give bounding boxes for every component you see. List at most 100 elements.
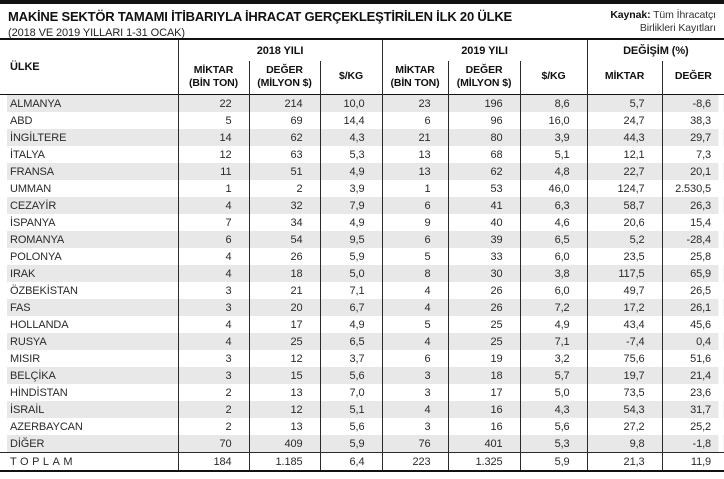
value-cell: 18 xyxy=(248,265,320,282)
country-cell: TOPLAM xyxy=(10,455,77,468)
value-cell: 4 xyxy=(177,197,249,214)
value-cell: 1 xyxy=(381,180,449,197)
value-cell: 63 xyxy=(248,146,320,163)
value-cell: 5,1 xyxy=(319,401,383,418)
value-cell: 21,3 xyxy=(586,452,663,471)
value-cell: 8,6 xyxy=(519,94,588,112)
value-cell: 3 xyxy=(381,418,449,435)
country-cell: FAS xyxy=(0,299,178,316)
country-cell: AZERBAYCAN xyxy=(10,420,83,433)
value-cell: 6 xyxy=(381,231,449,248)
source-text: Tüm İhracatçı Birlikleri Kayıtları xyxy=(639,9,716,35)
value-cell: 117,5 xyxy=(586,265,663,282)
value-cell: 51,6 xyxy=(661,350,724,367)
value-cell: 3 xyxy=(381,367,449,384)
value-cell: 214 xyxy=(248,94,320,112)
value-cell: 5,0 xyxy=(519,384,588,401)
value-cell: 5,6 xyxy=(319,367,383,384)
value-cell: 41 xyxy=(447,197,521,214)
value-cell: 4 xyxy=(381,282,449,299)
value-cell: 21 xyxy=(248,282,320,299)
country-cell: İSPANYA xyxy=(10,216,56,229)
value-cell: 5,7 xyxy=(586,94,663,112)
value-cell: 4,3 xyxy=(519,401,588,418)
country-cell: İSRAİL xyxy=(0,401,178,418)
country-cell: ABD xyxy=(10,114,33,127)
value-cell: 7,1 xyxy=(319,282,383,299)
value-cell: 14 xyxy=(177,129,249,146)
value-cell: 6 xyxy=(381,197,449,214)
value-cell: 23 xyxy=(381,94,449,112)
value-cell: 4,9 xyxy=(319,214,383,231)
value-cell: 23,6 xyxy=(661,384,724,401)
group-header-change: DEĞİŞİM (%) xyxy=(586,40,724,61)
value-cell: 54,3 xyxy=(586,401,663,418)
source-note: Kaynak: Tüm İhracatçı Birlikleri Kayıtla… xyxy=(596,9,716,35)
group-header-2019: 2019 YILI xyxy=(381,40,588,61)
value-cell: 25 xyxy=(248,333,320,350)
value-cell: 70 xyxy=(177,435,249,453)
value-cell: 20 xyxy=(248,299,320,316)
value-cell: 6,7 xyxy=(319,299,383,316)
table-row: ROMANYA 6 54 9,5 6 39 6,5 5,2 -28,4 xyxy=(0,231,724,248)
value-cell: 62 xyxy=(447,163,521,180)
value-cell: 12 xyxy=(248,401,320,418)
title-block: MAKİNE SEKTÖR TAMAMI İTİBARIYLA İHRACAT … xyxy=(8,9,512,39)
value-cell: 3,9 xyxy=(319,180,383,197)
value-cell: 25 xyxy=(447,316,521,333)
subcol-header-kg-2019: $/KG xyxy=(519,61,588,95)
table-row: İSRAİL 2 12 5,1 4 16 4,3 54,3 31,7 xyxy=(0,401,724,418)
value-cell: 26,3 xyxy=(661,197,724,214)
value-cell: 25,2 xyxy=(661,418,724,435)
value-cell: 54 xyxy=(248,231,320,248)
value-cell: 6,0 xyxy=(519,248,588,265)
value-cell: 75,6 xyxy=(586,350,663,367)
value-cell: 3,8 xyxy=(519,265,588,282)
table-row: ALMANYA 22 214 10,0 23 196 8,6 5,7 -8,6 xyxy=(0,94,724,112)
country-cell: ÖZBEKİSTAN xyxy=(10,284,78,297)
value-cell: 6 xyxy=(381,112,449,129)
value-cell: 24,7 xyxy=(586,112,663,129)
value-cell: 7,9 xyxy=(319,197,383,214)
table-row: POLONYA 4 26 5,9 5 33 6,0 23,5 25,8 xyxy=(0,248,724,265)
value-cell: 11,9 xyxy=(661,452,724,471)
country-cell: DİĞER xyxy=(0,435,178,453)
country-cell: İTALYA xyxy=(10,148,45,161)
value-cell: 22,7 xyxy=(586,163,663,180)
value-cell: 80 xyxy=(447,129,521,146)
table-row: İSPANYA 7 34 4,9 9 40 4,6 20,6 15,4 xyxy=(0,214,724,231)
group-header-2018: 2018 YILI xyxy=(177,40,383,61)
value-cell: 3,2 xyxy=(519,350,588,367)
table-header: ÜLKE 2018 YILI 2019 YILI DEĞİŞİM (%) MİK… xyxy=(0,40,724,95)
value-cell: 5,6 xyxy=(319,418,383,435)
value-cell: 15 xyxy=(248,367,320,384)
value-cell: 4 xyxy=(177,248,249,265)
country-cell: BELÇİKA xyxy=(0,367,178,384)
value-cell: 13 xyxy=(381,146,449,163)
value-cell: 1.325 xyxy=(447,452,521,471)
value-cell: 4,9 xyxy=(319,316,383,333)
country-cell: FRANSA xyxy=(0,163,178,180)
country-cell: MISIR xyxy=(10,352,41,365)
country-cell: İNGİLTERE xyxy=(0,129,178,146)
value-cell: 4,9 xyxy=(319,163,383,180)
table-row: FAS 3 20 6,7 4 26 7,2 17,2 26,1 xyxy=(0,299,724,316)
table-row: DİĞER 70 409 5,9 76 401 5,3 9,8 -1,8 xyxy=(0,435,724,453)
value-cell: 26,1 xyxy=(661,299,724,316)
value-cell: 20,6 xyxy=(586,214,663,231)
value-cell: 46,0 xyxy=(519,180,588,197)
value-cell: 6,0 xyxy=(519,282,588,299)
value-cell: -1,8 xyxy=(661,435,724,453)
value-cell: 2 xyxy=(248,180,320,197)
value-cell: 7,0 xyxy=(319,384,383,401)
table-row: RUSYA 4 25 6,5 4 25 7,1 -7,4 0,4 xyxy=(0,333,724,350)
value-cell: 6 xyxy=(381,350,449,367)
value-cell: 25,8 xyxy=(661,248,724,265)
top-rule xyxy=(0,0,724,4)
value-cell: 5,3 xyxy=(519,435,588,453)
value-cell: 19,7 xyxy=(586,367,663,384)
country-cell: POLONYA xyxy=(10,250,62,263)
value-cell: 7,3 xyxy=(661,146,724,163)
value-cell: 3,9 xyxy=(519,129,588,146)
value-cell: 20,1 xyxy=(661,163,724,180)
